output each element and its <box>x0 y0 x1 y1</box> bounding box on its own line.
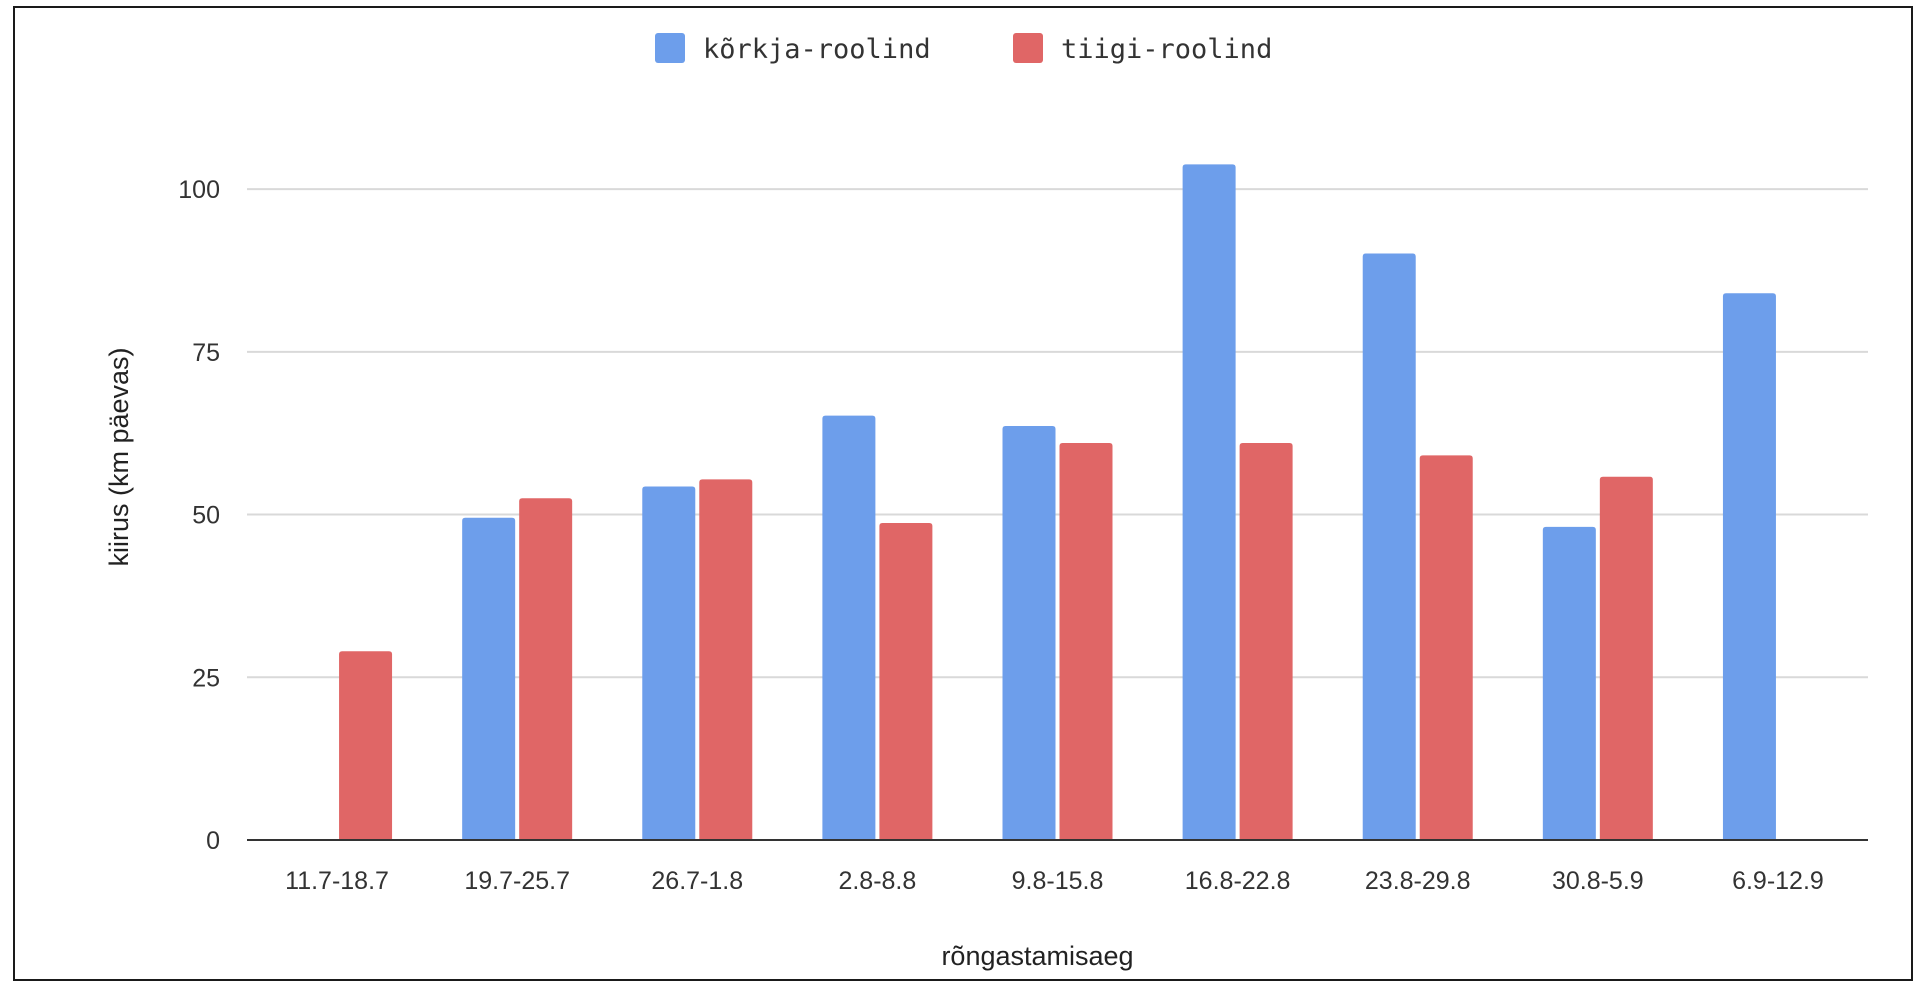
chart-frame: 0 25 50 75 100 11.7-18.7 19.7-25.7 26.7-1.8 2.8… <box>13 6 1913 981</box>
x-tick-label: 2.8-8.8 <box>838 867 916 895</box>
x-tick-label: 6.9-12.9 <box>1732 867 1824 895</box>
x-tick-label: 23.8-29.8 <box>1365 867 1471 895</box>
bar-korkja-roolind <box>1722 293 1776 841</box>
x-axis-tick-labels: 11.7-18.7 19.7-25.7 26.7-1.8 2.8-8.8 9.8-15.… <box>285 867 1824 895</box>
x-tick-label: 19.7-25.7 <box>464 867 570 895</box>
y-tick-label: 0 <box>206 827 220 855</box>
bar-tiigi-roolind <box>1239 442 1293 840</box>
y-axis-tick-labels: 0 25 50 75 100 <box>178 176 220 855</box>
bar-korkja-roolind <box>462 517 516 840</box>
x-axis-title: rõngastamisaeg <box>941 941 1133 971</box>
x-tick-label: 26.7-1.8 <box>651 867 743 895</box>
legend: kõrkja-roolind tiigi-roolind <box>655 33 1272 65</box>
legend-swatch <box>1013 33 1043 63</box>
gridlines <box>247 188 1868 679</box>
bar-tiigi-roolind <box>519 498 573 840</box>
y-tick-label: 50 <box>192 502 220 530</box>
bar-korkja-roolind <box>822 415 876 840</box>
bar-korkja-roolind <box>642 486 696 840</box>
x-tick-label: 16.8-22.8 <box>1185 867 1291 895</box>
legend-swatch <box>655 33 685 63</box>
bar-tiigi-roolind <box>1419 455 1473 840</box>
bar-chart: 0 25 50 75 100 11.7-18.7 19.7-25.7 26.7-1.8 2.8… <box>104 33 1868 971</box>
y-tick-label: 75 <box>192 339 220 367</box>
legend-label: tiigi-roolind <box>1061 34 1272 65</box>
y-tick-label: 25 <box>192 664 220 692</box>
bar-korkja-roolind <box>1542 526 1596 840</box>
legend-label: kõrkja-roolind <box>703 34 931 65</box>
bars <box>339 164 1776 841</box>
bar-tiigi-roolind <box>1059 442 1113 840</box>
bar-tiigi-roolind <box>879 523 933 840</box>
x-tick-label: 30.8-5.9 <box>1552 867 1644 895</box>
x-tick-label: 11.7-18.7 <box>285 867 389 895</box>
bar-tiigi-roolind <box>699 479 753 840</box>
y-axis-title: kiirus (km päevas) <box>104 347 134 566</box>
bar-tiigi-roolind <box>1599 476 1653 840</box>
bar-korkja-roolind <box>1182 164 1236 840</box>
bar-korkja-roolind <box>1362 253 1416 841</box>
x-tick-label: 9.8-15.8 <box>1012 867 1104 895</box>
bar-korkja-roolind <box>1002 426 1056 840</box>
bar-tiigi-roolind <box>339 651 393 840</box>
y-tick-label: 100 <box>178 176 220 204</box>
